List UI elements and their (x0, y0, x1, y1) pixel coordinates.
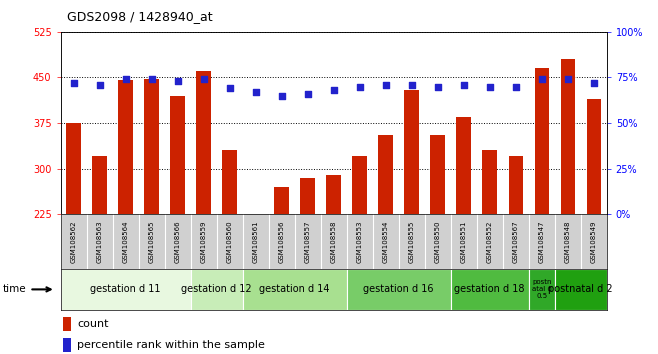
Bar (191, 269, 243, 310)
Bar (63, 317, 72, 331)
Bar (509, 156, 523, 214)
Text: GSM108553: GSM108553 (357, 220, 363, 263)
Bar (482, 150, 497, 214)
Bar (534, 68, 549, 214)
Point (68, 80, 79, 86)
Text: count: count (77, 319, 109, 329)
Text: gestation d 11: gestation d 11 (90, 284, 161, 295)
Bar (61, 269, 191, 310)
Point (172, 78, 183, 84)
Point (563, 76, 573, 82)
Point (120, 76, 131, 82)
Point (250, 89, 261, 95)
Text: GSM108550: GSM108550 (435, 220, 441, 263)
Point (407, 82, 417, 87)
Bar (555, 269, 607, 310)
Text: GSM108564: GSM108564 (122, 220, 128, 263)
Text: GSM108557: GSM108557 (305, 220, 311, 263)
Point (276, 93, 287, 98)
Point (511, 84, 521, 89)
Text: GSM108563: GSM108563 (97, 220, 103, 263)
Text: GSM108547: GSM108547 (539, 220, 545, 263)
Text: postn
atal d
0.5: postn atal d 0.5 (532, 279, 551, 299)
Bar (144, 79, 159, 214)
Bar (353, 156, 367, 214)
Bar (243, 269, 347, 310)
Text: GSM108560: GSM108560 (226, 220, 232, 263)
Text: gestation d 12: gestation d 12 (181, 284, 252, 295)
Text: GSM108561: GSM108561 (253, 220, 259, 263)
Text: percentile rank within the sample: percentile rank within the sample (77, 341, 265, 350)
Bar (118, 80, 133, 214)
Bar (66, 123, 81, 214)
Bar (197, 72, 211, 214)
Text: GSM108559: GSM108559 (201, 220, 207, 263)
Text: GSM108554: GSM108554 (382, 221, 389, 263)
Text: GSM108552: GSM108552 (487, 221, 493, 263)
Text: GSM108562: GSM108562 (70, 220, 76, 263)
Bar (528, 269, 555, 310)
Text: GSM108549: GSM108549 (591, 220, 597, 263)
Bar (92, 156, 107, 214)
Bar (301, 178, 315, 214)
Text: GSM108551: GSM108551 (461, 220, 467, 263)
Point (536, 76, 547, 82)
Point (328, 87, 339, 93)
Point (224, 86, 235, 91)
Point (380, 82, 391, 87)
Text: GSM108558: GSM108558 (330, 220, 337, 263)
Point (302, 91, 313, 97)
Bar (561, 59, 575, 214)
Text: gestation d 14: gestation d 14 (259, 284, 330, 295)
Text: gestation d 18: gestation d 18 (455, 284, 525, 295)
Bar (457, 117, 470, 214)
Text: GSM108565: GSM108565 (149, 220, 155, 263)
Text: GSM108567: GSM108567 (513, 220, 519, 263)
Point (432, 84, 443, 89)
Point (459, 82, 469, 87)
Bar (451, 269, 528, 310)
Text: time: time (3, 284, 51, 295)
Bar (274, 187, 289, 214)
Bar (170, 96, 185, 214)
Bar (347, 269, 451, 310)
Point (484, 84, 495, 89)
Text: GSM108548: GSM108548 (565, 220, 570, 263)
Bar (63, 338, 72, 352)
Point (146, 76, 157, 82)
Bar (405, 90, 418, 214)
Text: GSM108555: GSM108555 (409, 221, 415, 263)
Bar (222, 150, 237, 214)
Bar (430, 135, 445, 214)
Point (588, 80, 599, 86)
Bar (586, 99, 601, 214)
Bar (326, 175, 341, 214)
Text: postnatal d 2: postnatal d 2 (548, 284, 613, 295)
Point (94, 82, 105, 87)
Text: GSM108566: GSM108566 (174, 220, 180, 263)
Text: GDS2098 / 1428940_at: GDS2098 / 1428940_at (67, 10, 213, 23)
Bar (378, 135, 393, 214)
Point (355, 84, 365, 89)
Text: GSM108556: GSM108556 (278, 220, 285, 263)
Point (198, 76, 209, 82)
Text: gestation d 16: gestation d 16 (363, 284, 434, 295)
